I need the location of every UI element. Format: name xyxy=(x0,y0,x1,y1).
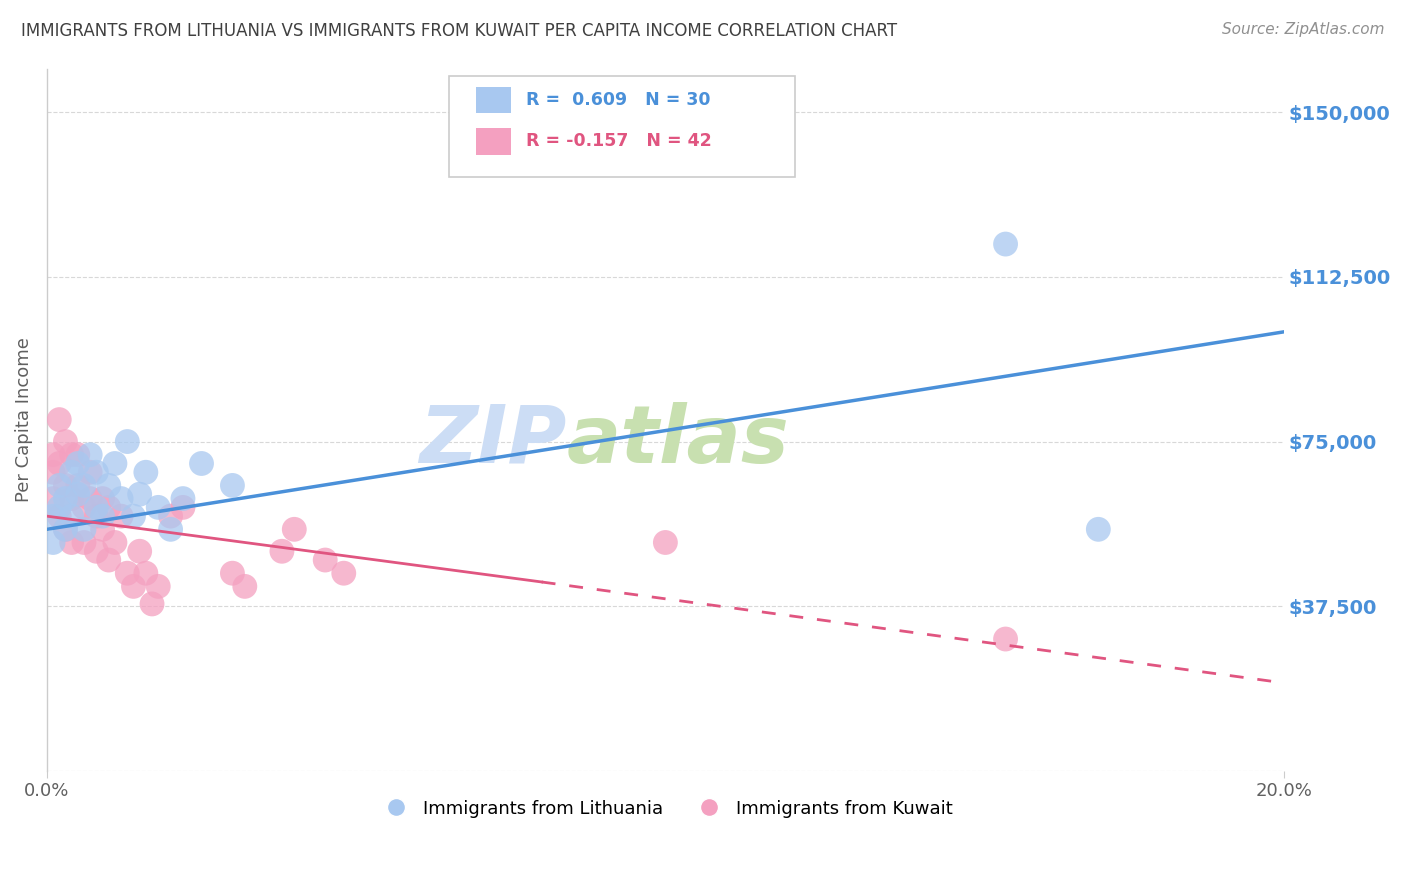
Point xyxy=(159,509,181,524)
Point xyxy=(159,522,181,536)
Point xyxy=(86,544,108,558)
Point xyxy=(333,566,356,581)
Point xyxy=(73,500,96,515)
Point xyxy=(91,491,114,506)
Point xyxy=(48,500,70,515)
Y-axis label: Per Capita Income: Per Capita Income xyxy=(15,337,32,502)
Point xyxy=(122,579,145,593)
Point xyxy=(55,522,77,536)
Point xyxy=(60,491,83,506)
Point xyxy=(117,434,139,449)
Point xyxy=(117,566,139,581)
Text: Source: ZipAtlas.com: Source: ZipAtlas.com xyxy=(1222,22,1385,37)
Point xyxy=(97,500,120,515)
Point xyxy=(79,465,101,479)
Point xyxy=(86,465,108,479)
Point xyxy=(73,535,96,549)
Point xyxy=(233,579,256,593)
Point xyxy=(86,509,108,524)
Point xyxy=(79,491,101,506)
Text: R = -0.157   N = 42: R = -0.157 N = 42 xyxy=(526,132,711,151)
Point xyxy=(60,535,83,549)
Point xyxy=(654,535,676,549)
Point xyxy=(148,500,170,515)
Point xyxy=(42,509,65,524)
Point xyxy=(221,478,243,492)
Point xyxy=(97,478,120,492)
Text: ZIP: ZIP xyxy=(419,401,567,480)
Legend: Immigrants from Lithuania, Immigrants from Kuwait: Immigrants from Lithuania, Immigrants fr… xyxy=(371,792,960,825)
Point xyxy=(135,465,157,479)
Point xyxy=(221,566,243,581)
Point xyxy=(60,509,83,524)
Point xyxy=(55,478,77,492)
Point xyxy=(42,465,65,479)
Point xyxy=(104,457,127,471)
Text: atlas: atlas xyxy=(567,401,789,480)
Point xyxy=(994,237,1017,252)
Point xyxy=(60,465,83,479)
Point xyxy=(66,457,89,471)
Bar xyxy=(477,128,510,154)
Point xyxy=(73,478,96,492)
Point xyxy=(42,448,65,462)
Text: IMMIGRANTS FROM LITHUANIA VS IMMIGRANTS FROM KUWAIT PER CAPITA INCOME CORRELATIO: IMMIGRANTS FROM LITHUANIA VS IMMIGRANTS … xyxy=(21,22,897,40)
Point xyxy=(48,478,70,492)
Point xyxy=(48,509,70,524)
Point xyxy=(271,544,294,558)
Point xyxy=(172,491,194,506)
Bar xyxy=(477,87,510,113)
Point xyxy=(66,478,89,492)
Point xyxy=(79,448,101,462)
Point xyxy=(110,491,132,506)
Point xyxy=(60,448,83,462)
Point xyxy=(190,457,212,471)
Point xyxy=(55,522,77,536)
Point xyxy=(48,412,70,426)
Point xyxy=(42,491,65,506)
Point xyxy=(135,566,157,581)
Point xyxy=(104,535,127,549)
Point xyxy=(66,487,89,501)
Point xyxy=(86,500,108,515)
Point xyxy=(128,544,150,558)
Point xyxy=(283,522,305,536)
Point xyxy=(128,487,150,501)
Point xyxy=(110,509,132,524)
Point xyxy=(97,553,120,567)
Point xyxy=(314,553,336,567)
Point xyxy=(66,448,89,462)
Point xyxy=(42,535,65,549)
Point xyxy=(55,434,77,449)
Point xyxy=(55,491,77,506)
Point xyxy=(994,632,1017,646)
Point xyxy=(91,522,114,536)
Point xyxy=(73,522,96,536)
Text: R =  0.609   N = 30: R = 0.609 N = 30 xyxy=(526,91,710,109)
Point xyxy=(172,500,194,515)
Point xyxy=(91,509,114,524)
Point xyxy=(1087,522,1109,536)
FancyBboxPatch shape xyxy=(449,76,796,178)
Point xyxy=(122,509,145,524)
Point xyxy=(48,457,70,471)
Point xyxy=(148,579,170,593)
Point xyxy=(141,597,163,611)
